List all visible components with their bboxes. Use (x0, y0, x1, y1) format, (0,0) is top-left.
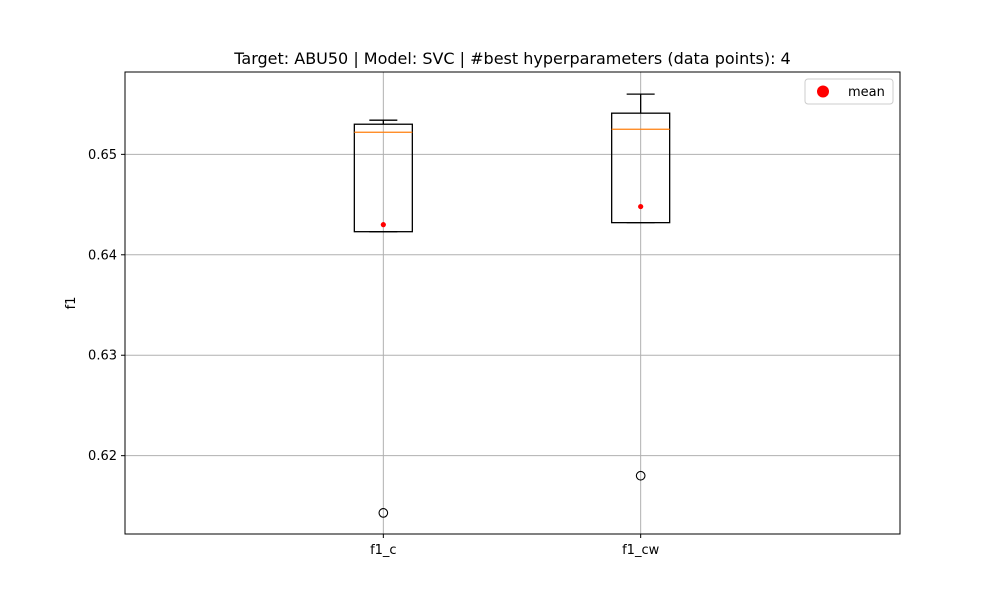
outlier-marker (635, 470, 646, 481)
axes-frame (124, 71, 901, 535)
y-tick-label: 0.62 (88, 449, 117, 464)
chart-title: Target: ABU50 | Model: SVC | #best hyper… (233, 49, 790, 68)
mean-marker (380, 222, 386, 228)
y-axis-label: f1 (64, 297, 79, 310)
outlier-marker (378, 508, 389, 518)
mean-marker (638, 203, 644, 210)
legend-label: mean (848, 85, 885, 100)
legend-box (804, 78, 894, 105)
x-tick-label: f1_c (370, 543, 397, 558)
box-iqr (353, 123, 413, 233)
y-tick-label: 0.63 (88, 349, 117, 364)
plot-elements (353, 93, 671, 518)
y-tick-label: 0.64 (88, 248, 117, 263)
box-iqr (611, 112, 671, 224)
x-axis-ticks: f1_c f1_cw (370, 534, 660, 558)
legend: mean (804, 78, 894, 105)
y-tick-label: 0.65 (88, 148, 117, 163)
grid-lines (125, 72, 900, 534)
y-axis-ticks: 0.62 0.63 0.64 0.65 (88, 148, 125, 464)
legend-mean-marker (817, 85, 829, 98)
x-tick-label: f1_cw (622, 543, 659, 558)
